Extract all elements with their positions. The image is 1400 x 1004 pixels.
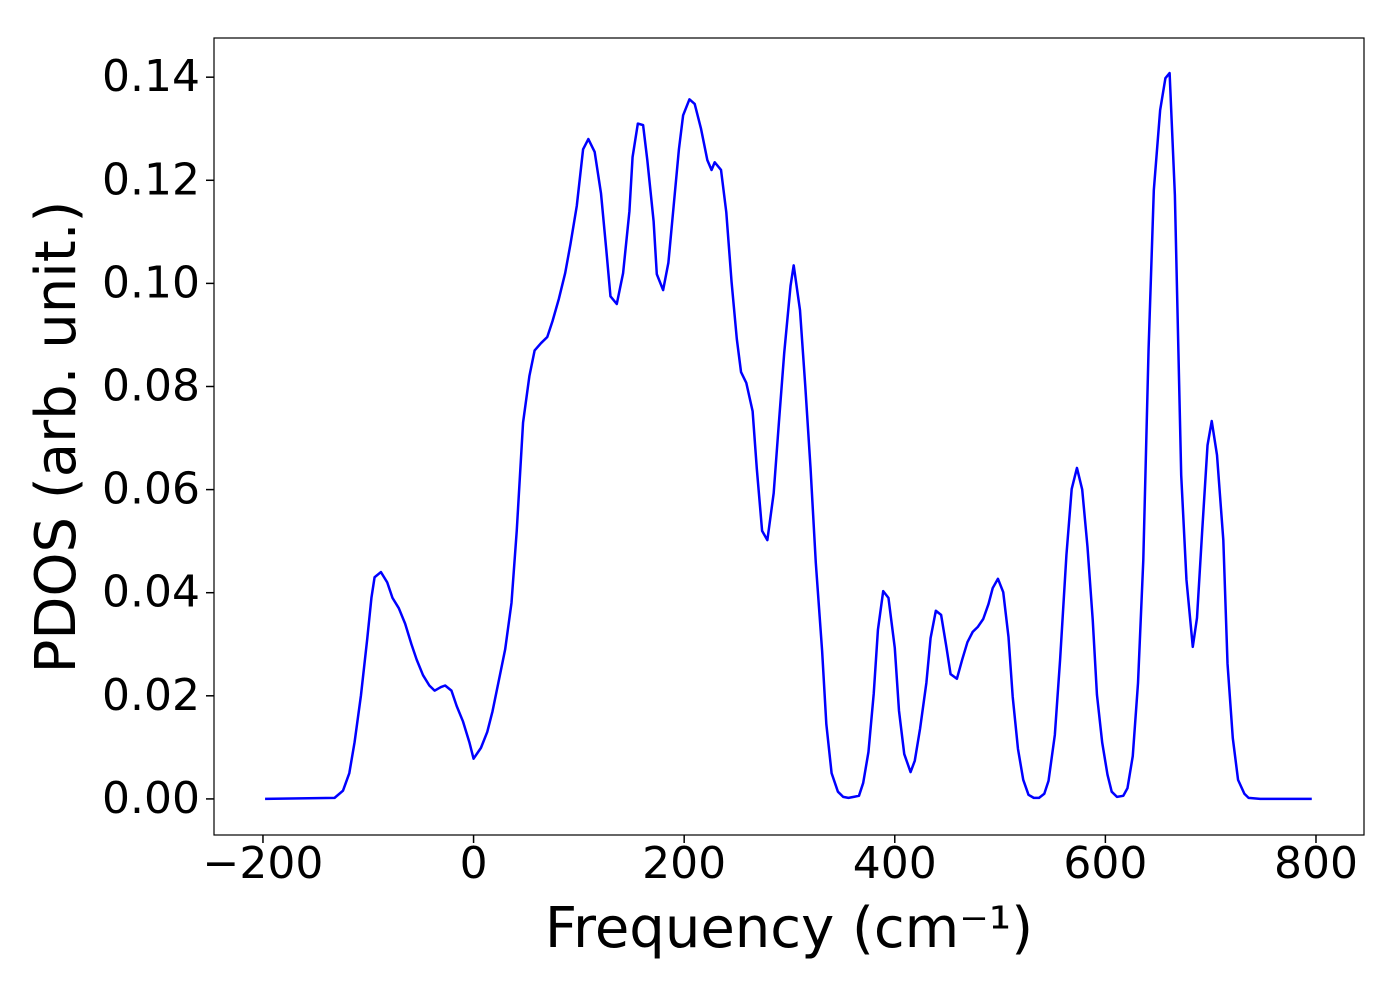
x-tick-label: 0: [460, 838, 488, 889]
y-tick-label: 0.14: [102, 51, 200, 102]
y-tick-label: 0.08: [102, 360, 200, 411]
y-tick-label: 0.06: [102, 464, 200, 515]
data-line: [265, 71, 1312, 801]
y-tick-label: 0.02: [102, 670, 200, 721]
y-tick-label: 0.12: [102, 154, 200, 205]
y-axis-label: PDOS (arb. unit.): [24, 201, 89, 674]
x-tick-label: 400: [853, 838, 937, 889]
x-tick-label: 600: [1063, 838, 1147, 889]
y-tick-label: 0.04: [102, 567, 200, 618]
y-tick-label: 0.00: [102, 773, 200, 824]
x-tick-label: −200: [203, 838, 324, 889]
x-axis-label: Frequency (cm⁻¹): [545, 896, 1033, 961]
plot-frame: [213, 37, 1365, 836]
x-tick-label: 200: [642, 838, 726, 889]
x-tick-label: 800: [1274, 838, 1358, 889]
y-tick-label: 0.10: [102, 257, 200, 308]
